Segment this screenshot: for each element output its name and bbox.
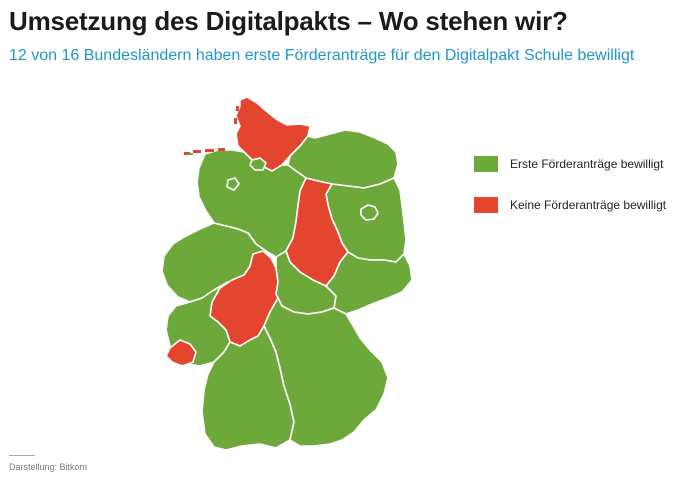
chart-subtitle: 12 von 16 Bundesländern haben erste Förd… [9, 47, 635, 64]
state-berlin [360, 204, 379, 221]
legend-item-approved: Erste Förderanträge bewilligt [474, 153, 666, 175]
source-note: Darstellung: Bitkom [9, 462, 88, 472]
legend-label-not-approved: Keine Förderanträge bewilligt [510, 198, 667, 212]
state-bremen [226, 177, 240, 191]
legend-swatch-approved [474, 156, 498, 172]
state-hamburg [249, 157, 267, 171]
legend-item-not-approved: Keine Förderanträge bewilligt [474, 194, 666, 216]
legend-swatch-not-approved [474, 197, 498, 213]
germany-map [161, 96, 413, 451]
state-sachsen [325, 251, 413, 315]
footer-divider [9, 455, 35, 456]
legend-label-approved: Erste Förderanträge bewilligt [510, 157, 664, 171]
state-saarland [165, 339, 197, 367]
chart-title: Umsetzung des Digitalpakts – Wo stehen w… [9, 6, 568, 36]
east-frisian-islands [188, 153, 193, 155]
state-bayern [263, 297, 389, 447]
legend: Erste Förderanträge bewilligt Keine Förd… [474, 153, 666, 235]
north-frisian-islands [184, 106, 239, 155]
state-schleswig-holstein [235, 96, 311, 172]
